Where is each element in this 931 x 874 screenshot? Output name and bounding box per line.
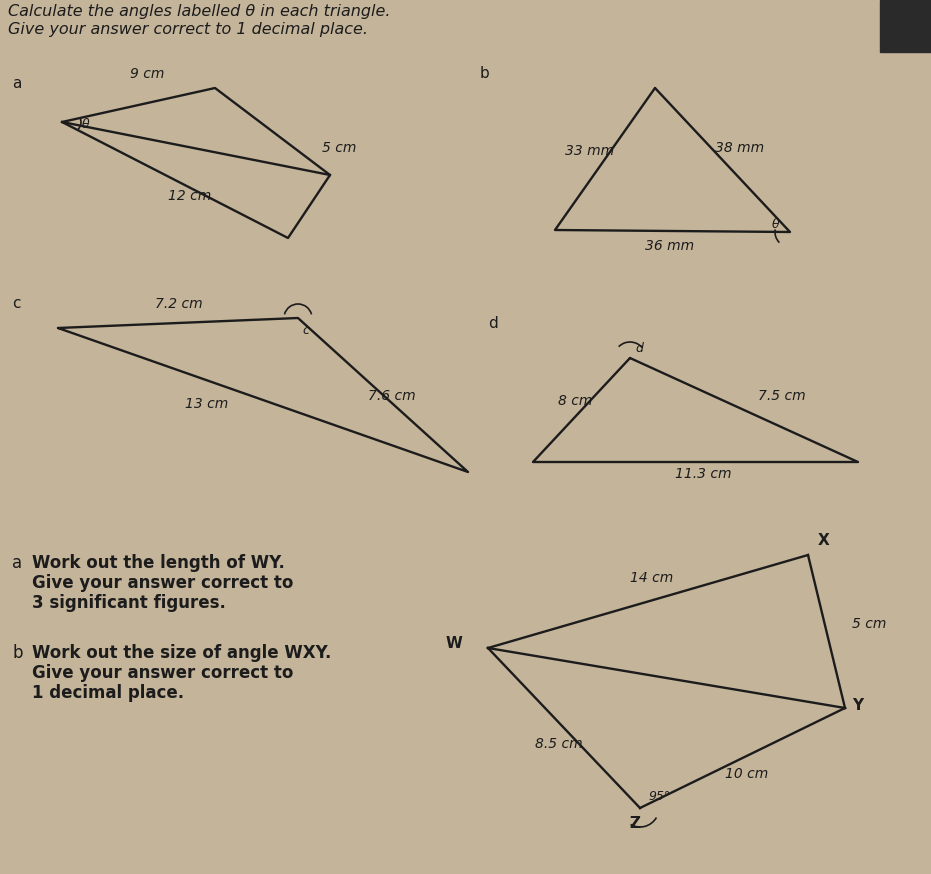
Text: 5 cm: 5 cm	[852, 617, 886, 631]
Text: Calculate the angles labelled θ in each triangle.: Calculate the angles labelled θ in each …	[8, 4, 390, 19]
Text: Work out the size of angle WXY.: Work out the size of angle WXY.	[32, 644, 331, 662]
Text: c: c	[302, 324, 309, 337]
Text: 5 cm: 5 cm	[322, 141, 357, 155]
Text: 3 significant figures.: 3 significant figures.	[32, 594, 226, 612]
Text: d: d	[488, 316, 498, 331]
Text: 12 cm: 12 cm	[168, 189, 211, 203]
Text: 11.3 cm: 11.3 cm	[675, 467, 732, 481]
Text: θ: θ	[82, 118, 89, 131]
Text: Give your answer correct to: Give your answer correct to	[32, 574, 293, 592]
Text: 14 cm: 14 cm	[630, 571, 673, 585]
Text: b: b	[12, 644, 22, 662]
Text: 8.5 cm: 8.5 cm	[535, 737, 583, 751]
Text: Z: Z	[629, 816, 641, 831]
Text: 10 cm: 10 cm	[725, 767, 768, 781]
Text: 7.2 cm: 7.2 cm	[155, 297, 203, 311]
Text: c: c	[12, 296, 20, 311]
Text: 36 mm: 36 mm	[645, 239, 695, 253]
Text: X: X	[818, 533, 830, 548]
Text: 7.6 cm: 7.6 cm	[368, 389, 415, 403]
Text: 1 decimal place.: 1 decimal place.	[32, 684, 184, 702]
Text: a: a	[12, 554, 22, 572]
Text: 7.5 cm: 7.5 cm	[758, 389, 805, 403]
Text: 13 cm: 13 cm	[185, 397, 228, 411]
Text: 9 cm: 9 cm	[130, 67, 165, 81]
Text: Y: Y	[852, 698, 863, 713]
Text: b: b	[480, 66, 490, 81]
Text: 33 mm: 33 mm	[565, 144, 614, 158]
Text: 38 mm: 38 mm	[715, 141, 764, 155]
Text: Give your answer correct to: Give your answer correct to	[32, 664, 293, 682]
Text: 95°: 95°	[648, 790, 670, 803]
Text: Work out the length of WY.: Work out the length of WY.	[32, 554, 285, 572]
Bar	[880, 0, 931, 52]
Text: 8 cm: 8 cm	[558, 394, 592, 408]
Text: θ: θ	[772, 218, 779, 231]
Text: a: a	[12, 76, 21, 91]
Text: Give your answer correct to 1 decimal place.: Give your answer correct to 1 decimal pl…	[8, 22, 368, 37]
Text: W: W	[445, 636, 462, 651]
Text: d: d	[635, 342, 643, 355]
